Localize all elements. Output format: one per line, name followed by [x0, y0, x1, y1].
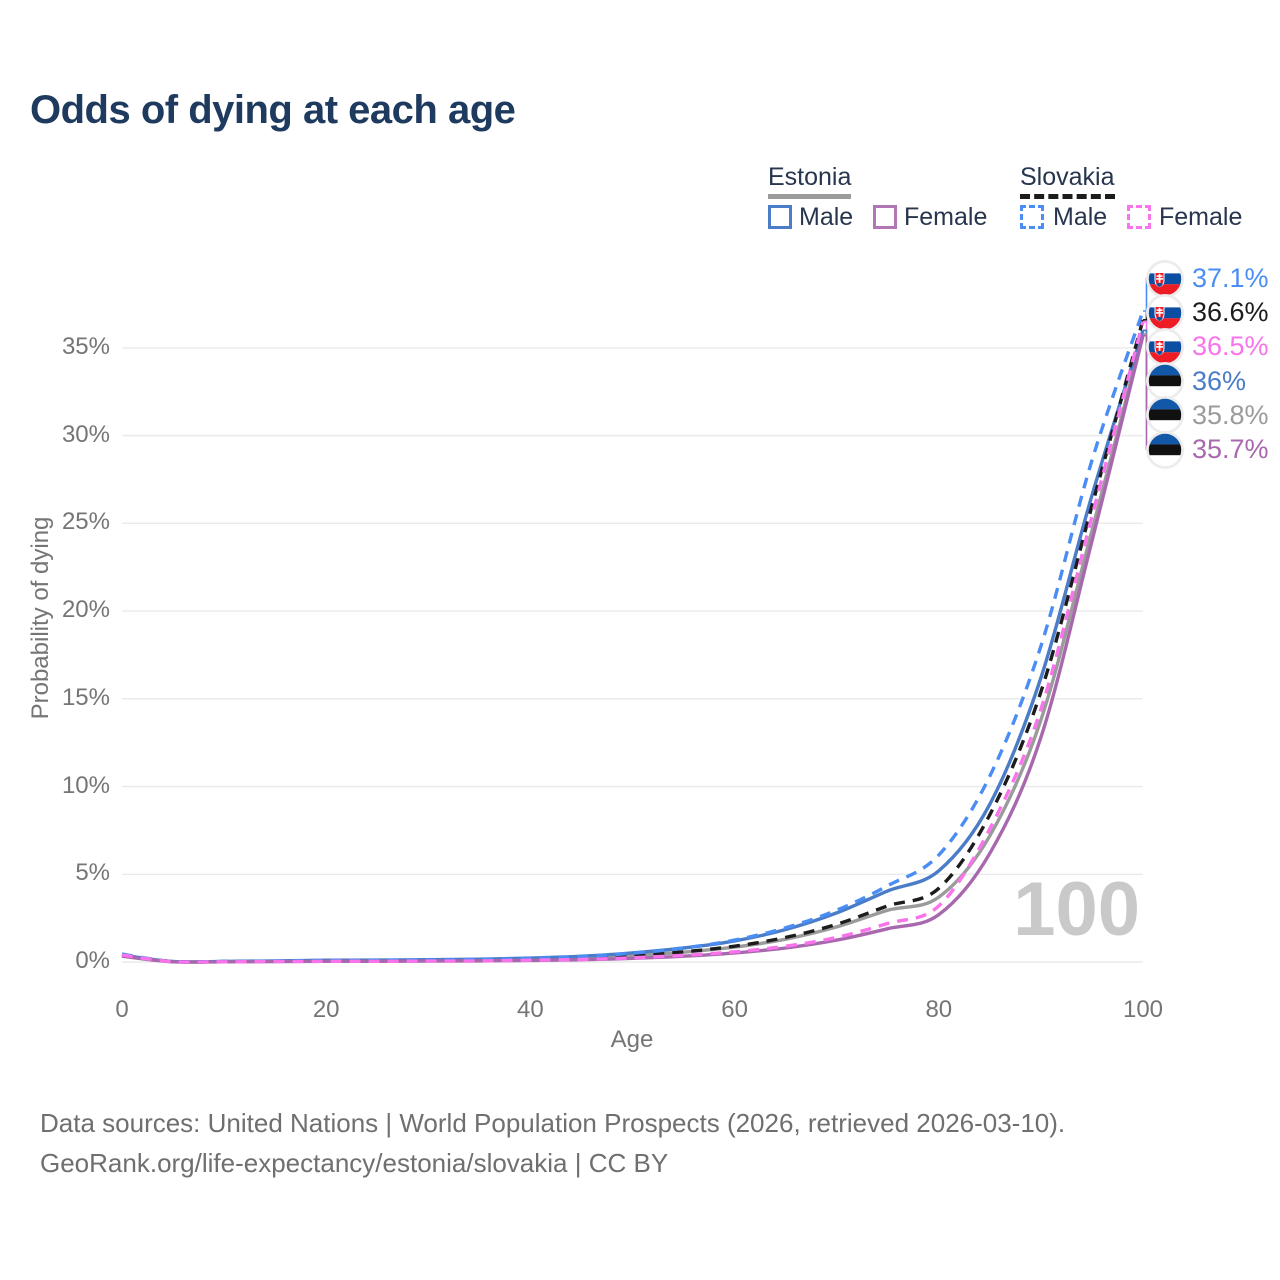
attribution-text: GeoRank.org/life-expectancy/estonia/slov…	[40, 1148, 669, 1178]
end-label-slovakia-36.5%: 36.5%	[1146, 327, 1269, 366]
end-label-slovakia-37.1%: 37.1%	[1146, 259, 1269, 298]
slovakia-male-swatch-icon	[1020, 205, 1044, 229]
y-axis-title: Probability of dying	[27, 516, 54, 720]
y-tick-label: 10%	[61, 771, 110, 799]
x-tick-label: 60	[721, 996, 748, 1023]
legend-slovakia-header: Slovakia	[1020, 163, 1115, 199]
end-label-estonia-36%: 36%	[1146, 362, 1247, 401]
x-axis-title: Age	[610, 1026, 654, 1053]
legend-slovakia-female-label: Female	[1159, 203, 1243, 231]
estonia-male-swatch-icon	[768, 205, 792, 229]
x-tick-label: 100	[1122, 996, 1164, 1023]
y-tick-label: 15%	[61, 683, 110, 711]
y-tick-label: 5%	[75, 859, 110, 887]
legend-slovakia-male-label: Male	[1053, 203, 1108, 231]
x-tick-label: 20	[312, 996, 340, 1023]
x-tick-label: 80	[925, 996, 953, 1023]
end-label-value: 36.5%	[1192, 331, 1269, 362]
y-tick-label: 0%	[75, 947, 110, 974]
y-tick-label: 25%	[61, 508, 110, 536]
data-sources-text: Data sources: United Nations | World Pop…	[40, 1108, 1066, 1138]
end-label-value: 37.1%	[1192, 263, 1269, 293]
y-tick-label: 30%	[61, 420, 110, 448]
estonia-flag-icon	[1146, 396, 1184, 435]
estonia-flag-icon	[1146, 362, 1184, 401]
x-tick-label: 40	[517, 996, 544, 1023]
x-tick-label: 0	[115, 996, 129, 1023]
estonia-flag-icon	[1146, 430, 1184, 469]
end-label-slovakia-36.6%: 36.6%	[1146, 293, 1269, 332]
slovakia-flag-icon	[1146, 293, 1184, 332]
slovakia-flag-icon	[1146, 259, 1184, 298]
page-title: Odds of dying at each age	[30, 88, 516, 132]
legend-estonia-female-label: Female	[904, 203, 988, 231]
end-label-value: 35.8%	[1192, 399, 1269, 430]
end-label-value: 36.6%	[1192, 297, 1269, 328]
slovakia-female-swatch-icon	[1127, 205, 1151, 229]
end-label-value: 36%	[1192, 365, 1247, 396]
end-label-estonia-35.7%: 35.7%	[1146, 430, 1269, 469]
estonia-female-swatch-icon	[873, 205, 897, 229]
legend-estonia-male-label: Male	[799, 203, 854, 231]
end-label-estonia-35.8%: 35.8%	[1146, 396, 1269, 435]
y-tick-label: 20%	[61, 596, 110, 624]
end-label-value: 35.7%	[1192, 434, 1269, 464]
legend-estonia-header: Estonia	[768, 163, 852, 199]
slovakia-flag-icon	[1146, 327, 1184, 366]
y-tick-label: 35%	[61, 332, 110, 360]
age-watermark: 100	[1013, 867, 1140, 952]
